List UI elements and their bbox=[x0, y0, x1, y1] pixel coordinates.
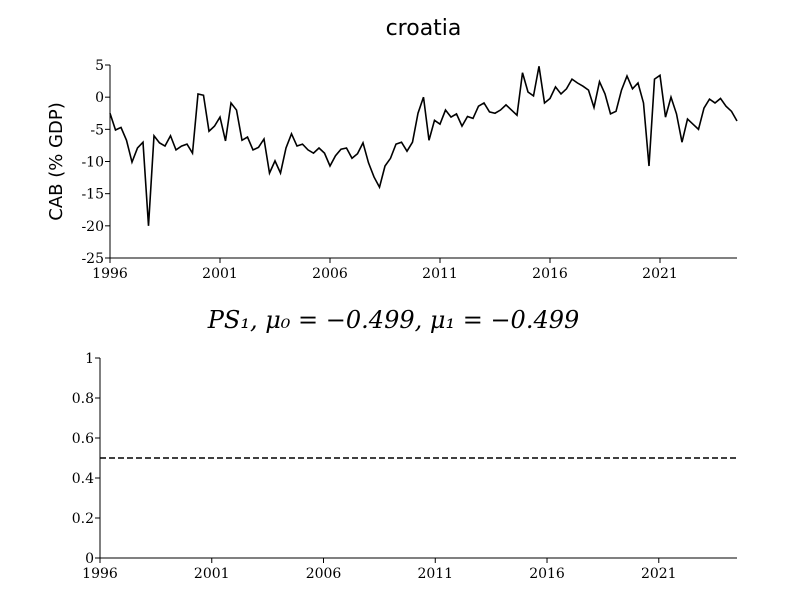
y-tick-label: 0 bbox=[95, 90, 104, 106]
x-tick-label: 1996 bbox=[92, 266, 128, 282]
chart-title: croatia bbox=[386, 16, 462, 41]
y-tick-label: 0.2 bbox=[72, 511, 94, 527]
x-tick-label: 1996 bbox=[82, 566, 118, 582]
y-tick-label: 0.6 bbox=[72, 431, 94, 447]
x-tick-label: 2006 bbox=[312, 266, 348, 282]
x-tick-label: 2006 bbox=[306, 566, 342, 582]
y-tick-label: -5 bbox=[90, 122, 104, 138]
y-tick-label: 0 bbox=[85, 551, 94, 567]
y-axis-label: CAB (% GDP) bbox=[46, 102, 67, 221]
y-tick-label: 5 bbox=[95, 58, 104, 74]
y-tick-label: 0.8 bbox=[72, 391, 94, 407]
y-tick-label: 0.4 bbox=[72, 471, 94, 487]
x-tick-label: 2021 bbox=[642, 266, 678, 282]
x-tick-label: 2011 bbox=[417, 566, 453, 582]
x-tick-label: 2021 bbox=[641, 566, 677, 582]
y-tick-label: -20 bbox=[81, 219, 104, 235]
y-tick-label: 1 bbox=[85, 351, 94, 367]
x-tick-label: 2016 bbox=[532, 266, 568, 282]
x-tick-label: 2001 bbox=[194, 566, 230, 582]
y-tick-label: -15 bbox=[81, 187, 104, 203]
data-line bbox=[109, 66, 738, 226]
y-tick-label: -10 bbox=[81, 155, 104, 171]
x-tick-label: 2016 bbox=[529, 566, 565, 582]
x-tick-label: 2001 bbox=[202, 266, 238, 282]
x-tick-label: 2011 bbox=[422, 266, 458, 282]
y-tick-label: -25 bbox=[81, 251, 104, 267]
chart-title: PS₁, μ₀ = −0.499, μ₁ = −0.499 bbox=[207, 306, 580, 334]
